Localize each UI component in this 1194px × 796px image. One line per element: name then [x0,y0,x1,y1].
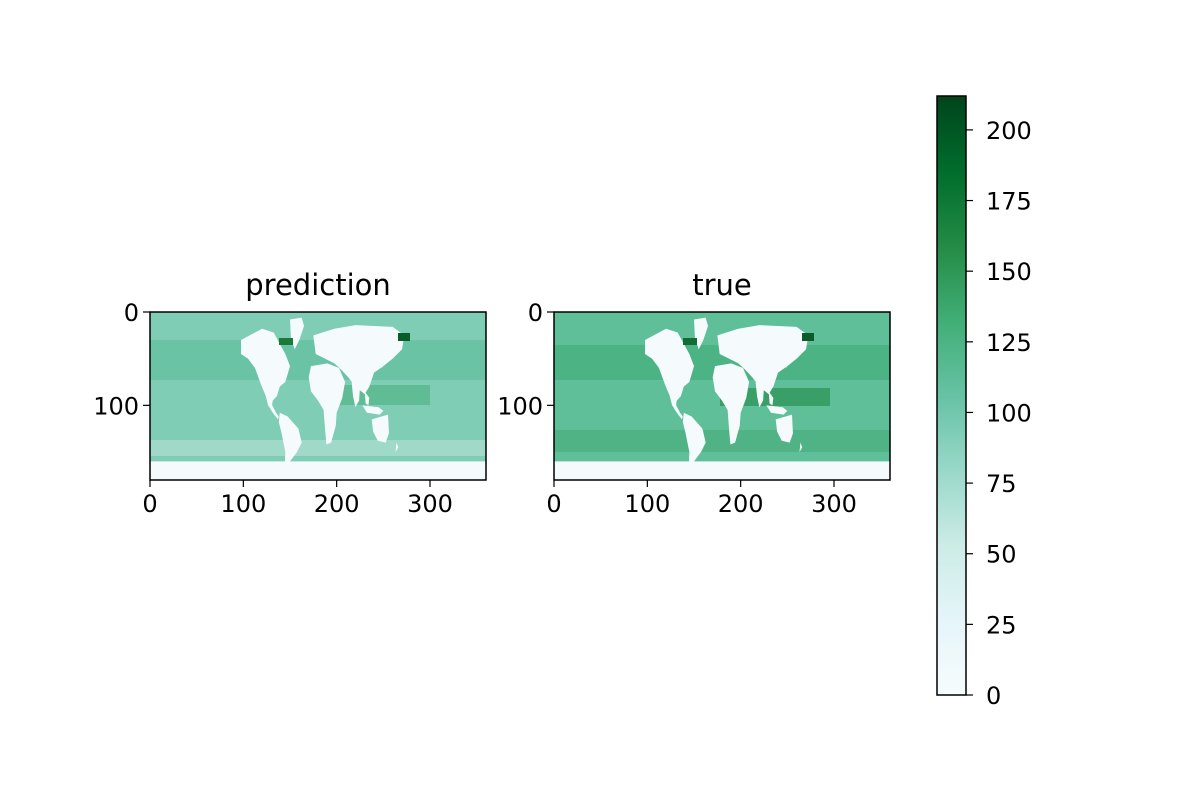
y-tick-label: 100 [93,392,139,420]
x-tick-label: 100 [220,490,266,518]
hotspot-true-2 [802,333,814,341]
equatorial-band-true [720,388,830,406]
x-axis-prediction: 0 100 200 300 [142,480,453,518]
colorbar-axis: 0 25 50 75 100 125 150 175 200 [966,117,1032,710]
colorbar-frame [936,95,967,696]
panel-title-true: true [692,268,752,302]
colorbar-tick-label: 0 [986,682,1001,710]
y-tick-label: 0 [124,299,139,327]
hotspot-true-1 [683,338,697,345]
colorbar-gradient [937,96,966,695]
colorbar-tick-label: 75 [986,470,1017,498]
colorbar-tick-label: 150 [986,258,1032,286]
y-axis-true: 0 100 [497,299,554,420]
y-axis-prediction: 0 100 [93,299,150,420]
hotspot-prediction-1 [279,338,293,345]
x-tick-label: 0 [142,490,157,518]
equatorial-band-prediction [330,385,430,405]
hotspot-prediction-2 [398,333,410,341]
x-tick-label: 300 [407,490,453,518]
x-tick-label: 300 [811,490,857,518]
y-tick-label: 0 [528,299,543,327]
colorbar: 0 25 50 75 100 125 150 175 200 [936,95,1032,710]
y-tick-label: 100 [497,392,543,420]
x-tick-label: 200 [718,490,764,518]
x-axis-true: 0 100 200 300 [546,480,857,518]
x-tick-label: 100 [624,490,670,518]
plot-frame-prediction [149,311,487,481]
heatmap-true: 0 100 200 300 0 100 [497,299,891,518]
colorbar-tick-label: 200 [986,117,1032,145]
colorbar-tick-label: 100 [986,399,1032,427]
plot-frame-true [553,311,891,481]
colorbar-tick-label: 125 [986,329,1032,357]
southern-band-true [554,430,890,452]
colorbar-tick-label: 175 [986,188,1032,216]
colorbar-tick-label: 50 [986,541,1017,569]
heatmap-prediction: 0 100 200 300 0 100 [93,299,487,518]
southern-band-prediction [150,440,486,456]
x-tick-label: 0 [546,490,561,518]
x-tick-label: 200 [314,490,360,518]
panel-title-prediction: prediction [245,268,391,302]
colorbar-tick-label: 25 [986,611,1017,639]
